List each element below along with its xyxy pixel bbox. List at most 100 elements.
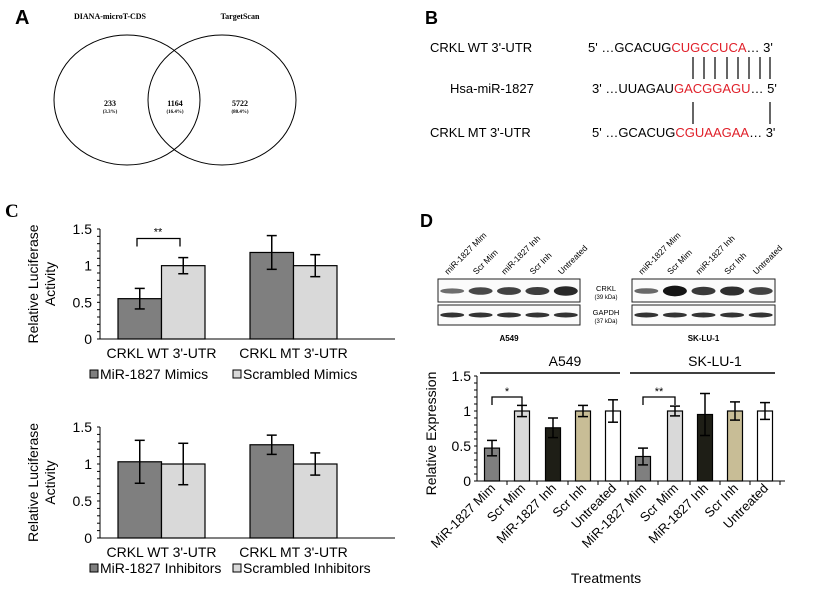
significance-bracket [491, 396, 523, 405]
sequence-suffix: … 3' [749, 125, 775, 140]
luciferase-chart: 0 0.5 1 1.5 Relative LuciferaseActivity CRKL … [25, 221, 395, 382]
bar [249, 444, 295, 539]
sequence-prefix: 5' …GCACUG [588, 40, 671, 55]
group-label: SK-LU-1 [688, 353, 742, 369]
gapdh-band [748, 312, 773, 318]
bar [666, 410, 684, 482]
venn-percent: (16.4%) [166, 110, 183, 115]
venn-circle [147, 34, 297, 166]
y-tick-label: 0 [84, 530, 92, 546]
crkl-band [525, 286, 550, 296]
y-tick-label: 0 [463, 473, 471, 489]
venn-circle [53, 34, 201, 166]
y-label-line: Activity [42, 262, 58, 306]
y-tick-label: 1 [84, 258, 92, 274]
significance-bracket [642, 396, 676, 405]
y-label-line: Activity [42, 460, 58, 504]
x-category-label: CRKL WT 3'-UTR [106, 544, 216, 560]
legend-label: MiR-1827 Mimics [100, 366, 208, 382]
y-axis-label: Relative Expression [423, 372, 439, 496]
y-tick-label: 1 [84, 456, 92, 472]
blot-cell-line-label: SK-LU-1 [688, 334, 720, 343]
crkl-band [720, 286, 745, 296]
panel-label-b: B [425, 8, 438, 28]
legend-label: MiR-1827 Inhibitors [100, 560, 221, 576]
significance-marker: ** [655, 386, 664, 398]
panel-label-a: A [15, 7, 29, 29]
gapdh-band [634, 312, 659, 318]
crkl-band [553, 286, 578, 296]
gapdh-band [440, 312, 465, 318]
significance-marker: * [505, 386, 510, 398]
sequence-red: CUGCCUCA [671, 40, 746, 55]
bar [292, 463, 338, 539]
y-tick-label: 0.5 [452, 438, 472, 454]
sequence-text: 5' …GCACUGCGUAAGAA… 3' [592, 125, 775, 140]
sequence-text: 5' …GCACUGCUGCCUCA… 3' [588, 40, 773, 55]
y-axis-label: Relative LuciferaseActivity [25, 224, 58, 343]
y-tick-label: 1.5 [452, 368, 472, 384]
bar [117, 298, 163, 340]
sequence-row-label: CRKL MT 3'-UTR [430, 125, 531, 140]
crkl-band [440, 288, 465, 294]
blot-protein-label: GAPDH [593, 308, 620, 317]
legend-swatch [89, 563, 99, 573]
y-tick-label: 0.5 [73, 294, 93, 310]
panel-label-c: C [5, 201, 19, 222]
gapdh-band [691, 312, 716, 318]
crkl-band [468, 287, 493, 295]
blot-lane-label: Scr Inh [722, 250, 748, 276]
gapdh-band [525, 312, 550, 318]
bar [756, 410, 774, 482]
blot-lane-label: Scr Mim [665, 247, 694, 276]
blot-protein-size: (37 kDa) [594, 319, 617, 325]
bar [513, 410, 531, 482]
legend-label: Scrambled Inhibitors [243, 560, 371, 576]
crkl-band [634, 288, 659, 294]
x-category-label: CRKL MT 3'-UTR [239, 345, 347, 361]
sequence-suffix: … 3' [747, 40, 773, 55]
sequence-row-label: CRKL WT 3'-UTR [430, 40, 532, 55]
bar [160, 265, 206, 340]
crkl-band [662, 285, 687, 297]
y-tick-label: 0 [84, 331, 92, 347]
panel-label-d: D [420, 211, 433, 231]
sequence-prefix: 3' …UUAGAU [592, 81, 674, 96]
x-axis-label: Treatments [571, 570, 641, 586]
blot-lane-label: Untreated [556, 243, 590, 277]
gapdh-band [720, 312, 745, 318]
legend-swatch [89, 369, 99, 379]
gapdh-band [662, 312, 687, 318]
bar [574, 410, 592, 482]
legend-label: Scrambled Mimics [243, 366, 357, 382]
crkl-band [748, 287, 773, 295]
gapdh-band [497, 312, 521, 318]
venn-count: 233 [104, 99, 116, 108]
blot-lane-label: Scr Inh [527, 250, 553, 276]
significance-bracket [136, 237, 181, 247]
bar [726, 410, 744, 482]
sequence-text: 3' …UUAGAUGACGGAGU… 5' [592, 81, 777, 96]
legend-swatch [232, 369, 242, 379]
y-tick-label: 1.5 [73, 221, 93, 237]
y-label-line: Relative Luciferase [25, 423, 41, 542]
y-tick-label: 1 [463, 403, 471, 419]
y-label-line: Relative Luciferase [25, 224, 41, 343]
y-axis-label: Relative LuciferaseActivity [25, 423, 58, 542]
gapdh-band [553, 312, 578, 318]
blot-protein-label: CRKL [596, 284, 616, 293]
y-tick-label: 0.5 [73, 493, 93, 509]
sequence-suffix: … 5' [751, 81, 777, 96]
blot-cell-line-label: A549 [499, 334, 519, 343]
x-category-label: CRKL WT 3'-UTR [106, 345, 216, 361]
venn-percent: (80.4%) [231, 110, 248, 115]
blot-lane-label: Untreated [751, 243, 785, 277]
crkl-band [497, 287, 521, 295]
sequence-red: GACGGAGU [674, 81, 751, 96]
x-category-label: CRKL MT 3'-UTR [239, 544, 347, 560]
significance-marker: ** [154, 227, 163, 239]
group-label: A549 [549, 353, 582, 369]
